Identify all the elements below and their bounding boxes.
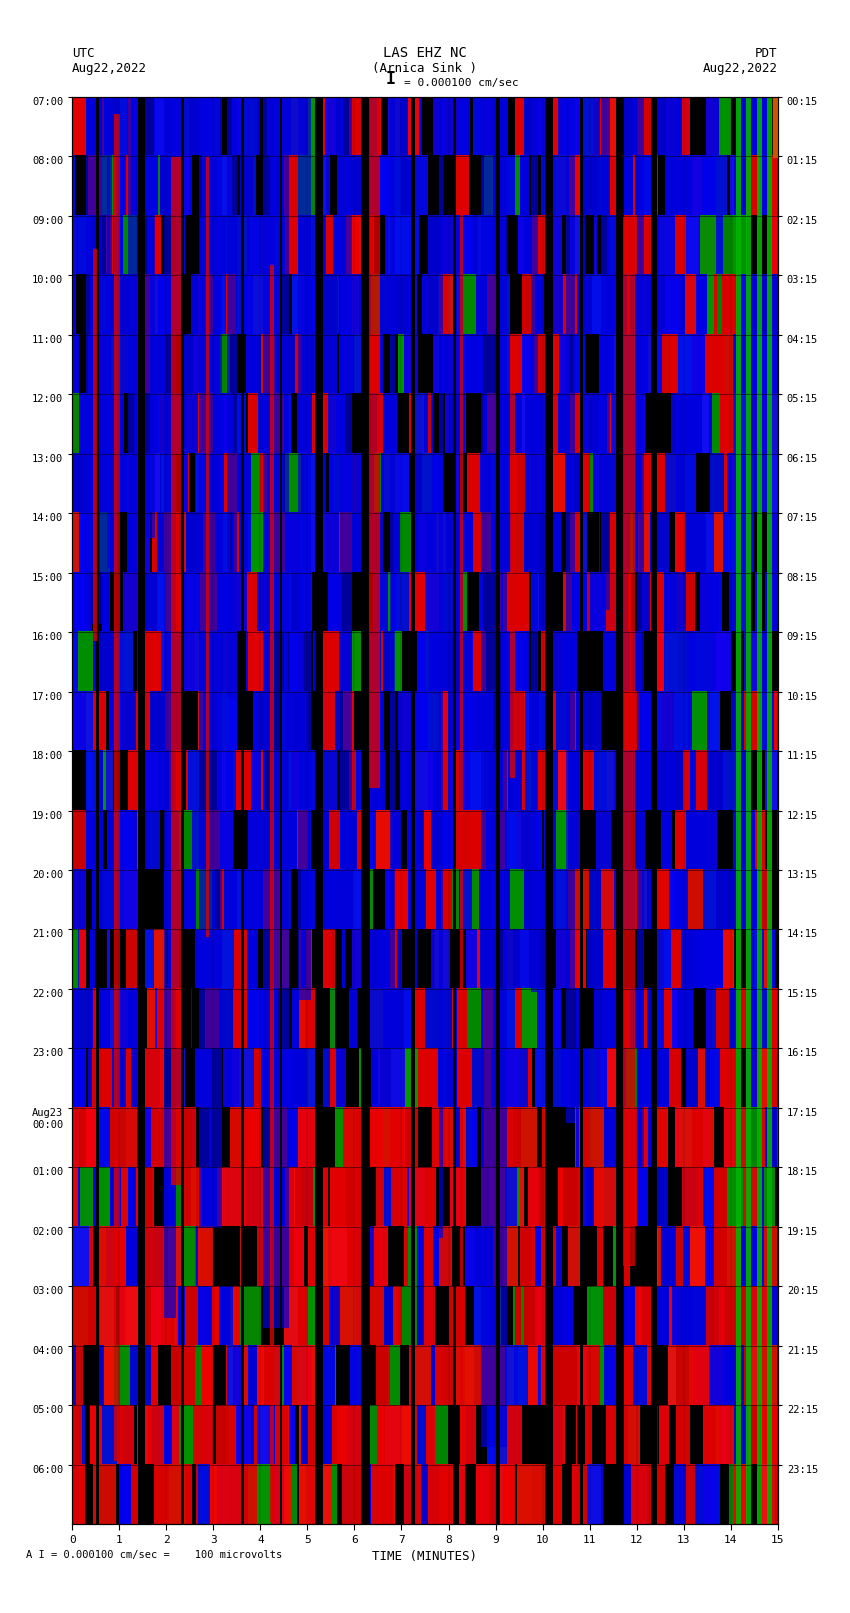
Text: Aug22,2022: Aug22,2022: [703, 61, 778, 76]
Text: A I = 0.000100 cm/sec =    100 microvolts: A I = 0.000100 cm/sec = 100 microvolts: [26, 1550, 281, 1560]
Text: UTC: UTC: [72, 47, 94, 60]
Text: LAS EHZ NC: LAS EHZ NC: [383, 47, 467, 60]
Text: I: I: [386, 69, 396, 87]
Text: Aug22,2022: Aug22,2022: [72, 61, 147, 76]
Text: (Arnica Sink ): (Arnica Sink ): [372, 61, 478, 76]
Text: PDT: PDT: [756, 47, 778, 60]
X-axis label: TIME (MINUTES): TIME (MINUTES): [372, 1550, 478, 1563]
Bar: [773, 97, 778, 156]
Text: = 0.000100 cm/sec: = 0.000100 cm/sec: [404, 77, 518, 87]
